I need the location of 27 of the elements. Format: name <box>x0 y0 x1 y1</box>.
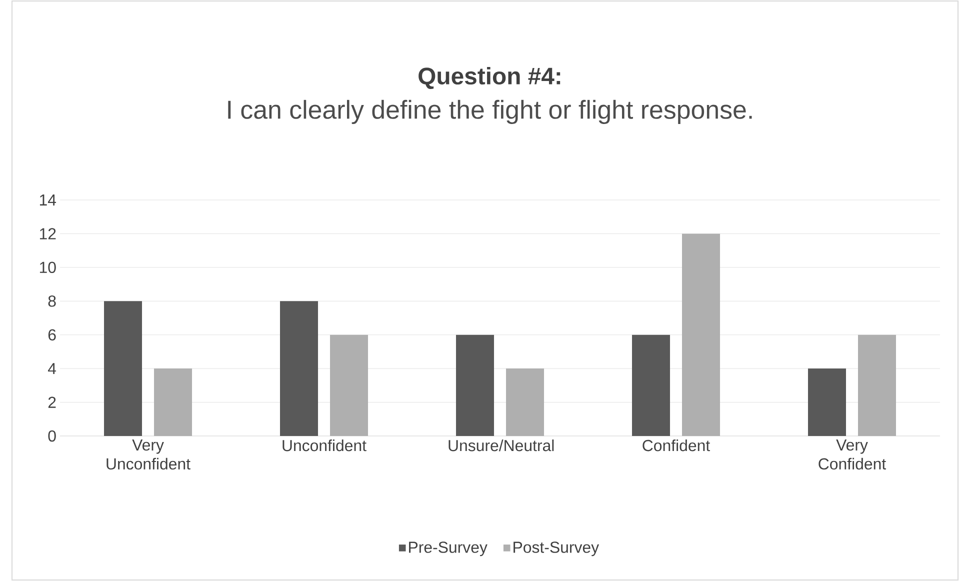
legend-label: Pre-Survey <box>409 542 488 556</box>
bar <box>154 368 192 436</box>
chart-title: Question #4: <box>418 66 560 89</box>
x-tick-label: Unconfident <box>282 440 366 452</box>
bar <box>808 368 846 436</box>
bar <box>506 368 544 436</box>
x-tick-label: Confident <box>642 440 710 452</box>
y-tick-label: 14 <box>40 194 56 206</box>
y-tick-label: 2 <box>48 396 56 408</box>
y-tick-label: 8 <box>48 295 56 307</box>
bar <box>280 301 318 436</box>
legend-label: Post-Survey <box>514 542 600 556</box>
bar <box>858 334 896 436</box>
bar <box>456 334 494 436</box>
y-tick-label: 6 <box>48 329 56 340</box>
y-tick-label: 4 <box>48 363 56 374</box>
bar <box>682 234 720 436</box>
bar <box>330 334 368 436</box>
bar <box>104 301 142 436</box>
y-tick-label: 0 <box>48 430 56 442</box>
chart-subtitle: I can clearly define the fight or flight response. <box>228 100 752 124</box>
x-tick-label: Very Unconfident <box>106 440 190 470</box>
x-tick-label: Unsure/Neutral <box>448 440 554 452</box>
bar <box>632 334 670 436</box>
x-tick-label: Very Confident <box>818 440 886 470</box>
y-tick-label: 10 <box>40 262 56 274</box>
y-tick-label: 12 <box>40 228 56 240</box>
